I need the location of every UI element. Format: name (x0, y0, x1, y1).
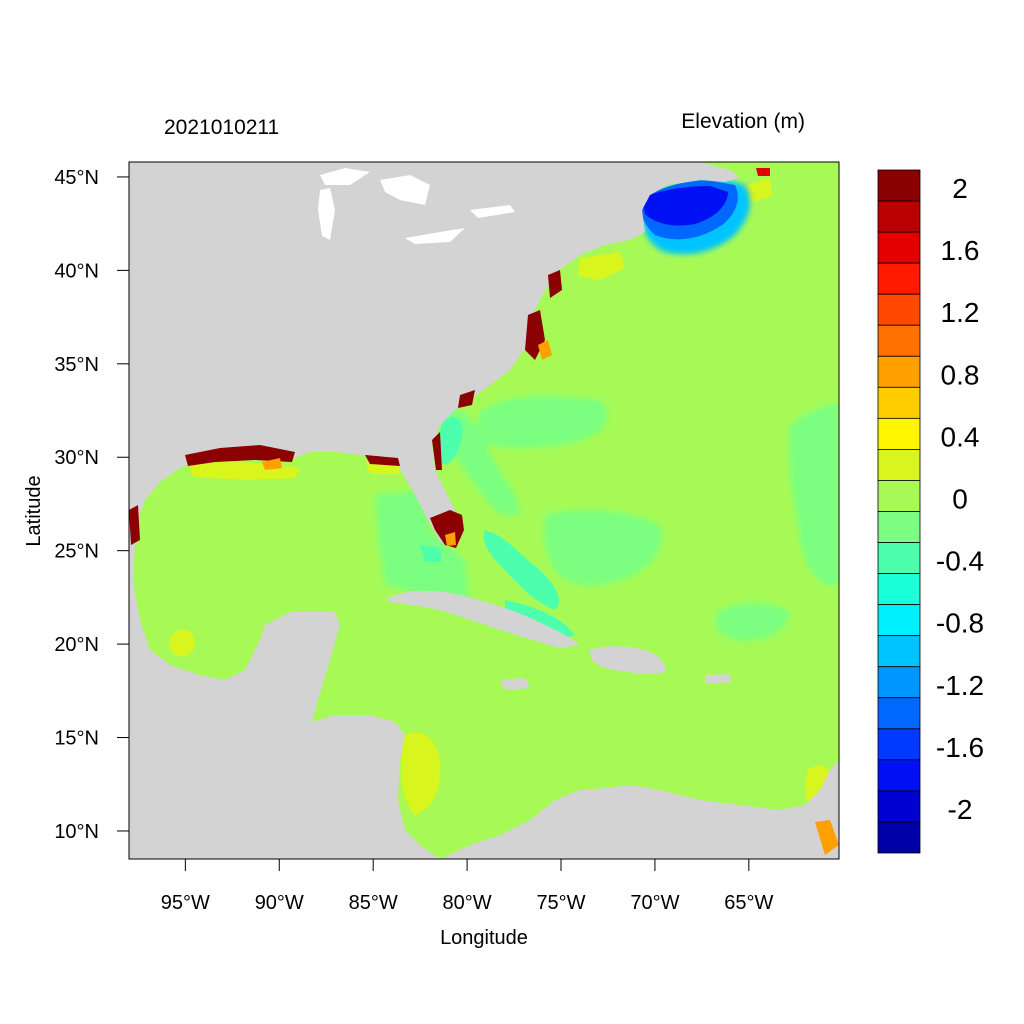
y-tick-label: 20°N (54, 634, 99, 656)
colorbar-label: 1.2 (941, 297, 980, 328)
colorbar-swatch (877, 666, 921, 699)
colorbar-swatch (877, 759, 921, 792)
y-tick-label: 25°N (54, 541, 99, 563)
x-tick-label: 75°W (536, 892, 585, 914)
colorbar-label: 1.6 (941, 235, 980, 266)
x-tick-label: 65°W (724, 892, 773, 914)
colorbar-label: -1.6 (936, 732, 984, 763)
colorbar-swatch (877, 573, 921, 606)
great-lakes (318, 168, 515, 244)
y-axis-label: Latitude (23, 475, 45, 546)
time-label: 2021010211 (164, 116, 279, 139)
orange-hotspots (262, 340, 839, 855)
y-tick-label: 35°N (54, 354, 99, 376)
colorbar-label: 0 (952, 484, 968, 515)
colorbar-swatch (877, 417, 921, 450)
land (129, 162, 839, 859)
yucatan-peninsula (265, 612, 340, 722)
colorbar: 2 1.6 1.2 0.8 0.4 0 -0.4 -0.8 -1.2 -1.6 -2 (877, 169, 984, 854)
x-tick-label: 85°W (349, 892, 398, 914)
x-tick-label: 95°W (161, 892, 210, 914)
colorbar-swatch (877, 169, 921, 202)
y-tick-label: 15°N (54, 728, 99, 750)
colorbar-swatch (877, 386, 921, 419)
colorbar-swatch (877, 324, 921, 357)
x-axis-label: Longitude (440, 927, 528, 949)
hispaniola (589, 646, 666, 674)
jamaica (500, 678, 530, 690)
colorbar-swatch (877, 542, 921, 574)
coastal-surge-regions (129, 168, 770, 548)
x-tick-label: 70°W (630, 892, 679, 914)
colorbar-label: 2 (952, 173, 968, 204)
colorbar-swatch (877, 728, 921, 761)
y-tick-label: 30°N (54, 447, 99, 469)
colorbar-swatch (877, 293, 921, 326)
y-tick-label: 45°N (54, 167, 99, 189)
gulf-of-maine-setdown (640, 178, 751, 255)
colorbar-label: -1.2 (936, 670, 984, 701)
colorbar-swatch (877, 697, 921, 730)
map-frame (128, 161, 840, 860)
x-axis: 95°W 90°W 85°W 80°W 75°W 70°W 65°W (161, 859, 774, 914)
colorbar-swatch (877, 480, 921, 512)
colorbar-label: -2 (948, 794, 973, 825)
colorbar-label: -0.8 (936, 608, 984, 639)
y-tick-label: 10°N (54, 821, 99, 843)
variable-label: Elevation (m) (681, 110, 805, 133)
colorbar-swatch (877, 262, 921, 295)
colorbar-label: 0.4 (941, 421, 980, 452)
map-panel (129, 162, 839, 859)
colorbar-swatch (877, 200, 921, 233)
colorbar-swatch (877, 449, 921, 481)
x-tick-label: 80°W (443, 892, 492, 914)
colorbar-swatch (877, 355, 921, 388)
puerto-rico (705, 674, 732, 684)
colorbar-swatch (877, 790, 921, 823)
negative-regions (420, 416, 575, 640)
south-america-landmass (440, 760, 839, 859)
colorbar-swatch (877, 821, 921, 854)
y-tick-label: 40°N (54, 260, 99, 282)
cuba (385, 590, 580, 648)
colorbar-swatch (877, 635, 921, 668)
x-tick-label: 90°W (255, 892, 304, 914)
colorbar-label: -0.4 (936, 546, 984, 577)
colorbar-label: 0.8 (941, 359, 980, 390)
colorbar-swatch (877, 511, 921, 543)
y-axis: 45°N 40°N 35°N 30°N 25°N 20°N 15°N 10°N (54, 167, 129, 843)
colorbar-swatch (877, 604, 921, 637)
colorbar-swatch (877, 231, 921, 264)
